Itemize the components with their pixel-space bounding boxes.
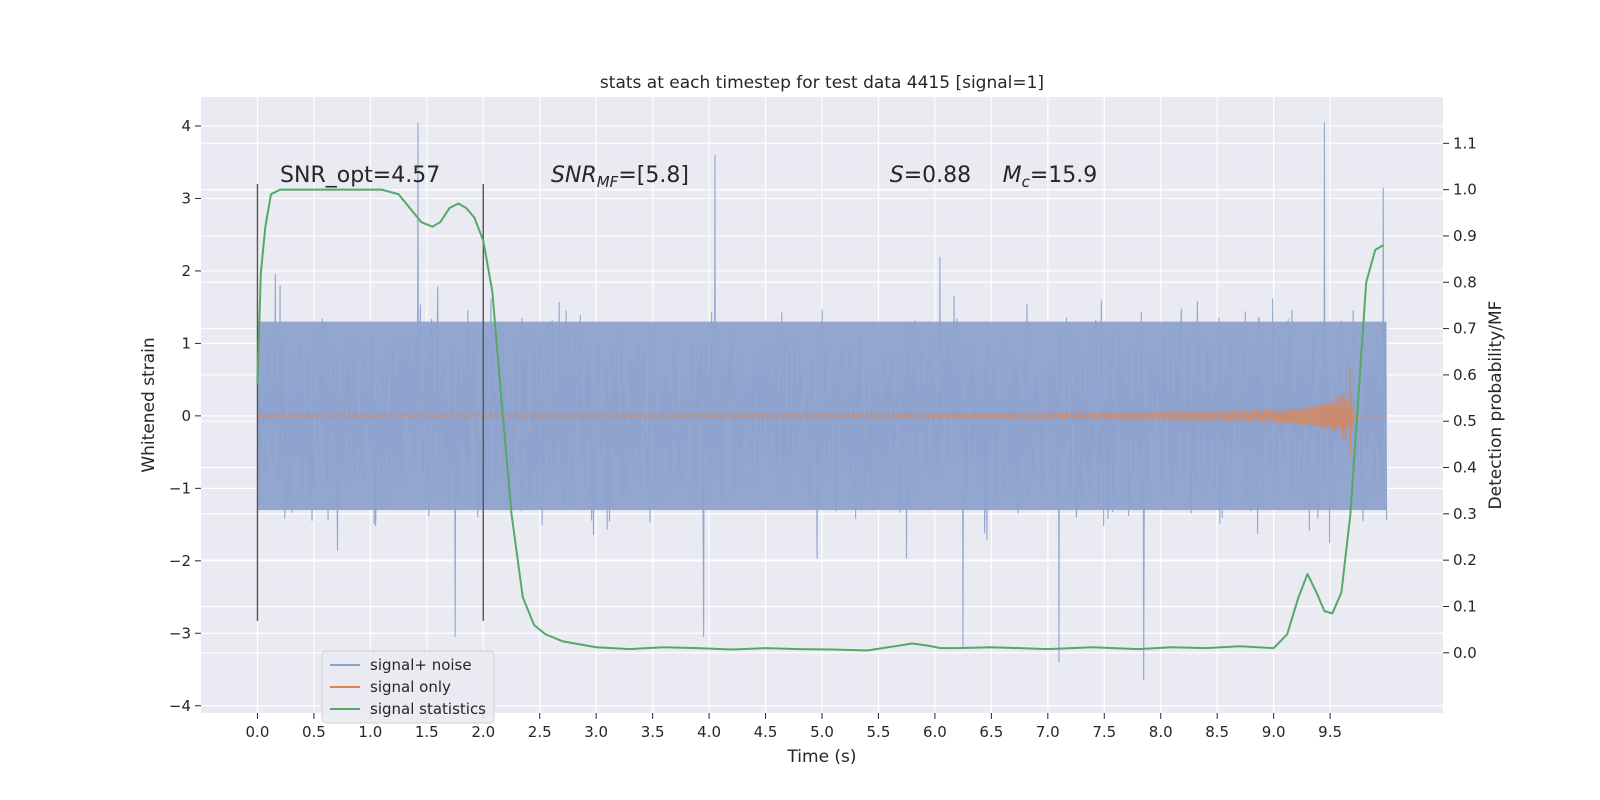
y-axis-label: Whitened strain <box>139 337 159 472</box>
x-tick-label: 2.5 <box>528 723 552 741</box>
y-tick-label: 4 <box>181 117 191 135</box>
x-tick-label: 6.0 <box>923 723 947 741</box>
x-tick-label: 4.0 <box>697 723 721 741</box>
x-tick-label: 4.5 <box>754 723 778 741</box>
x-tick-label: 0.0 <box>246 723 270 741</box>
legend-box <box>321 650 495 724</box>
annotation-text: SNR_opt=4.57 <box>280 163 440 188</box>
y-tick-label: 1 <box>181 334 191 352</box>
x-tick-label: 9.5 <box>1318 723 1342 741</box>
series-signal-noise <box>256 122 1388 681</box>
x-tick-label: 8.5 <box>1205 723 1229 741</box>
annotation-text: SNRMF=[5.8] <box>551 163 689 191</box>
y-tick-label: −4 <box>169 697 191 715</box>
annotation-text: S=0.88 <box>890 163 971 188</box>
legend: signal+ noise signal only signal statistic… <box>321 650 495 724</box>
y2-tick-label: 0.8 <box>1453 273 1477 291</box>
y2-tick-label: 1.0 <box>1453 181 1477 199</box>
y2-tick-label: 0.4 <box>1453 459 1477 477</box>
x-tick-label: 2.0 <box>471 723 495 741</box>
annotation-text: Mc=15.9 <box>1003 163 1098 191</box>
legend-label: signal statistics <box>370 700 486 718</box>
y2-tick-label: 0.5 <box>1453 412 1477 430</box>
x-tick-label: 0.5 <box>302 723 326 741</box>
y2-axis-label: Detection probability/MF <box>1486 301 1506 510</box>
y-tick-label: −2 <box>169 552 191 570</box>
x-tick-label: 8.0 <box>1149 723 1173 741</box>
y2-tick-label: 0.3 <box>1453 505 1477 523</box>
series-signal-statistics <box>256 188 1384 652</box>
x-tick-label: 7.0 <box>1036 723 1060 741</box>
y2-tick-label: 0.7 <box>1453 320 1477 338</box>
y-tick-label: 3 <box>181 189 191 207</box>
x-tick-label: 1.5 <box>415 723 439 741</box>
x-tick-label: 1.0 <box>358 723 382 741</box>
x-tick-label: 3.5 <box>641 723 665 741</box>
x-tick-label: 7.5 <box>1092 723 1116 741</box>
x-tick-label: 5.0 <box>810 723 834 741</box>
y-tick-label: 2 <box>181 262 191 280</box>
y2-tick-label: 0.0 <box>1453 644 1477 662</box>
legend-label: signal+ noise <box>370 656 472 674</box>
y-tick-label: −1 <box>169 479 191 497</box>
y-tick-label: −3 <box>169 624 191 642</box>
y2-tick-label: 1.1 <box>1453 134 1477 152</box>
legend-label: signal only <box>370 678 451 696</box>
x-tick-label: 5.5 <box>867 723 891 741</box>
x-axis-label: Time (s) <box>786 747 856 767</box>
x-tick-label: 3.0 <box>584 723 608 741</box>
y-tick-label: 0 <box>181 407 191 425</box>
chart-title: stats at each timestep for test data 441… <box>600 73 1044 93</box>
y2-tick-label: 0.6 <box>1453 366 1477 384</box>
y2-tick-label: 0.9 <box>1453 227 1477 245</box>
y2-tick-label: 0.1 <box>1453 597 1477 615</box>
x-tick-label: 6.5 <box>979 723 1003 741</box>
plot-content <box>256 122 1388 681</box>
x-tick-label: 9.0 <box>1262 723 1286 741</box>
y2-tick-label: 0.2 <box>1453 551 1477 569</box>
series-signal-only <box>257 363 1387 461</box>
